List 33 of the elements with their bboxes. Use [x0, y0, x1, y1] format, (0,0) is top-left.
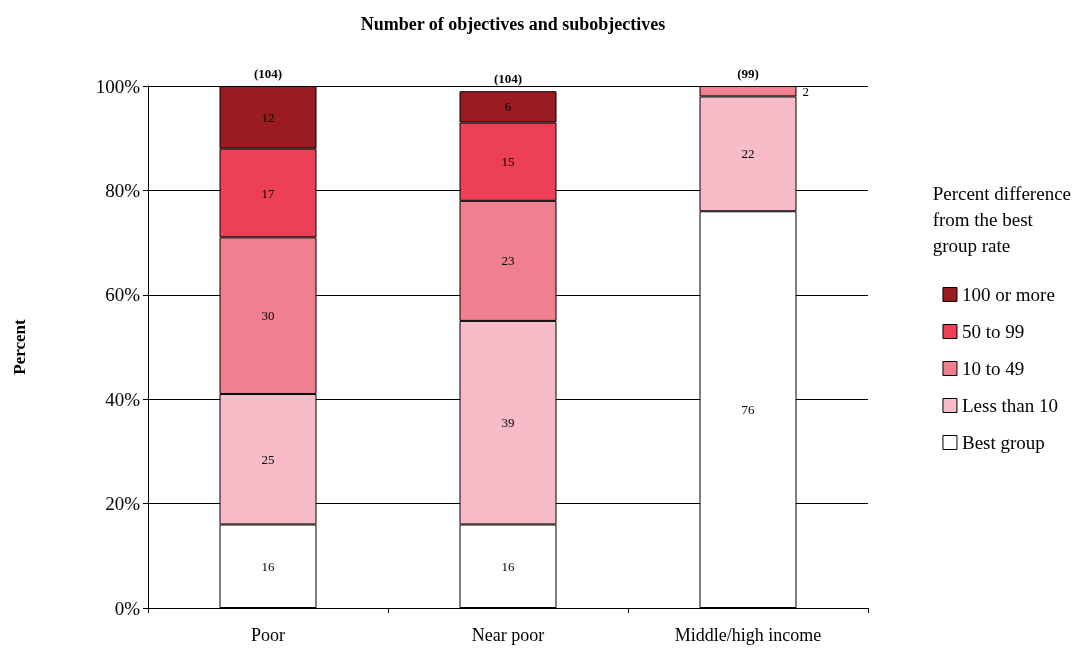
- data-label: 17: [261, 185, 275, 201]
- data-label: 16: [501, 558, 515, 574]
- legend-label: 50 to 99: [961, 321, 1025, 342]
- x-tick-label: Middle/high income: [674, 625, 822, 645]
- annotation: (99): [737, 66, 759, 81]
- y-tick-label: 80%: [105, 179, 141, 201]
- y-tick-label: 100%: [95, 75, 141, 97]
- x-tick-label: Near poor: [471, 625, 545, 645]
- y-tick-label: 0%: [114, 597, 141, 619]
- chart-title: Number of objectives and subobjectives: [360, 14, 666, 34]
- y-axis-title: Percent: [10, 318, 29, 375]
- data-label: 6: [504, 99, 512, 115]
- y-tick-label: 40%: [105, 388, 141, 410]
- y-tick-label: 20%: [105, 493, 141, 515]
- legend-label: 10 to 49: [961, 358, 1025, 379]
- data-label: 23: [501, 253, 515, 269]
- legend-label: Less than 10: [961, 395, 1059, 416]
- data-label: 76: [741, 402, 755, 418]
- data-label: 15: [501, 154, 515, 170]
- data-label: 2: [802, 83, 809, 99]
- y-tick-label: 60%: [105, 284, 141, 306]
- data-label: 12: [261, 109, 275, 125]
- data-label: 39: [501, 415, 515, 431]
- data-label: 25: [261, 451, 275, 467]
- data-label: 30: [261, 308, 275, 324]
- x-tick-label: Poor: [250, 625, 286, 645]
- legend-label: 100 or more: [961, 284, 1055, 305]
- data-label: 16: [261, 558, 275, 574]
- data-label: 22: [741, 146, 755, 162]
- annotation: (104): [253, 66, 283, 81]
- legend-title: Percent difference from the best group rate: [932, 182, 1071, 256]
- legend-label: Best group: [961, 432, 1045, 453]
- annotation: (104): [493, 71, 523, 87]
